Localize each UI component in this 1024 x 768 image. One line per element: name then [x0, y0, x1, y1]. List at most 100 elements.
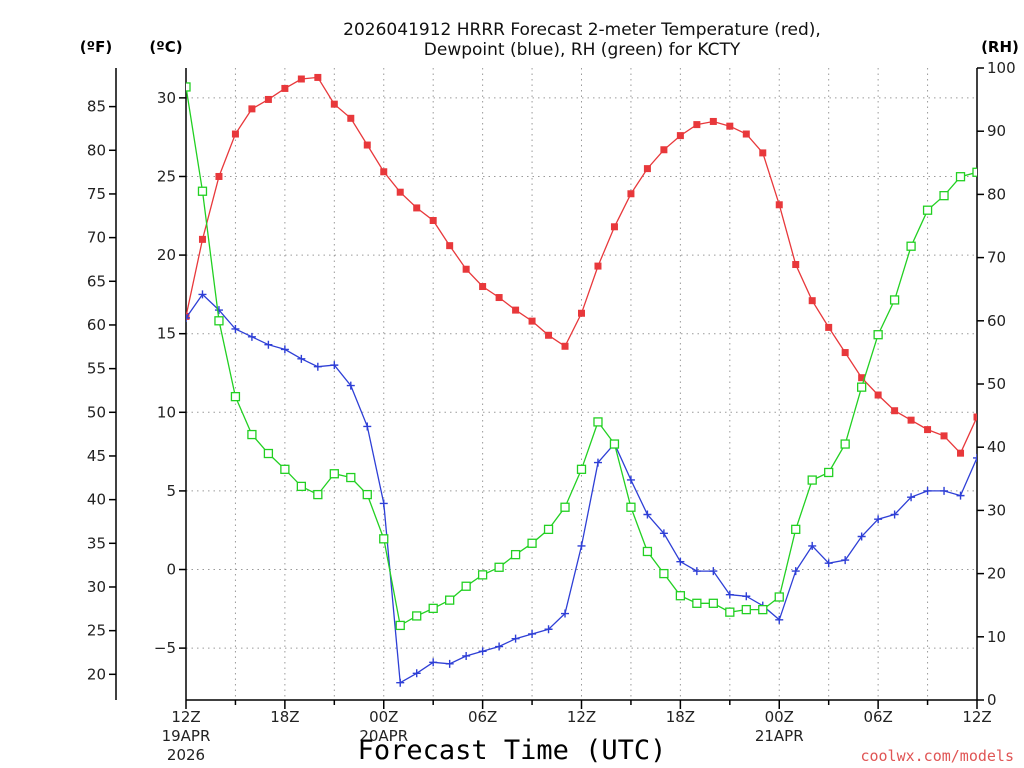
dewpoint-point [264, 340, 273, 349]
time-tick-label: 06Z [863, 708, 892, 726]
celsius-tick-label: 20 [157, 246, 176, 264]
rh-point [428, 603, 438, 614]
fahrenheit-tick-label: 45 [87, 447, 106, 465]
dewpoint-point [857, 532, 866, 541]
dewpoint-point [841, 556, 850, 565]
rh-point [197, 186, 208, 196]
rh-point [824, 467, 834, 478]
2-meter-temperature-point [676, 132, 684, 140]
dewpoint-point [297, 354, 306, 363]
rh-point [626, 502, 636, 512]
rh-point [280, 464, 290, 474]
dewpoint-point [643, 510, 652, 519]
dewpoint-point [379, 499, 388, 508]
2-meter-temperature-point [429, 216, 437, 224]
fahrenheit-tick-label: 35 [87, 534, 106, 552]
celsius-tick-label: −5 [154, 639, 176, 657]
rh-point [939, 191, 949, 201]
2-meter-temperature-point [281, 84, 289, 92]
2-meter-temperature-point [775, 201, 783, 209]
dewpoint-point [445, 659, 454, 668]
dewpoint-point [676, 557, 685, 566]
rh-point [477, 570, 488, 580]
rh-point [346, 472, 356, 483]
2-meter-temperature-point [198, 235, 206, 243]
rh-point [807, 475, 817, 485]
rh-tick-label: 60 [987, 312, 1006, 330]
2-meter-temperature-point [792, 261, 800, 269]
time-tick-label: 12Z [567, 708, 596, 726]
rh-tick-label: 70 [987, 249, 1006, 267]
fahrenheit-tick-label: 40 [87, 491, 106, 509]
rh-point [560, 502, 570, 512]
rh-tick-label: 50 [987, 375, 1006, 393]
2-meter-temperature-point [479, 283, 487, 291]
2-meter-temperature-point [907, 416, 915, 424]
2-meter-temperature-point [330, 100, 338, 108]
dewpoint-point [775, 615, 784, 624]
rh-point [906, 241, 916, 251]
rh-tick-label: 80 [987, 185, 1006, 203]
2-meter-temperature-point [660, 146, 668, 154]
fahrenheit-tick-label: 50 [87, 403, 106, 421]
time-tick-label: 00Z [765, 708, 794, 726]
fahrenheit-tick-label: 80 [87, 141, 106, 159]
rh-point [412, 611, 422, 621]
2-meter-temperature-point [858, 374, 866, 382]
2-meter-temperature-point [841, 349, 849, 357]
time-tick-label: 06Z [468, 708, 497, 726]
dewpoint-point [478, 647, 487, 656]
dewpoint-point [709, 567, 718, 576]
2-meter-temperature-point [742, 130, 750, 138]
rh-point [840, 439, 850, 449]
celsius-tick-label: 0 [166, 561, 176, 579]
dewpoint-point [940, 486, 949, 495]
rh-point [263, 448, 274, 459]
rh-point [856, 382, 867, 392]
2-meter-temperature-point [297, 75, 305, 83]
rh-point [379, 534, 389, 544]
rh-point [527, 538, 537, 548]
dewpoint-point [412, 669, 421, 678]
dewpoint-point [791, 567, 800, 576]
2-meter-temperature-point [693, 121, 701, 129]
chart-title-line2: Dewpoint (blue), RH (green) for KCTY [424, 40, 741, 60]
2-meter-temperature-point [643, 165, 651, 173]
rh-point [247, 429, 257, 440]
2-meter-temperature-point [759, 149, 767, 157]
2-meter-temperature-point [248, 105, 256, 113]
2-meter-temperature-point [578, 309, 585, 317]
2-meter-temperature-point [726, 122, 734, 130]
rh-tick-label: 0 [987, 691, 997, 709]
2-meter-temperature-point [561, 342, 569, 350]
dewpoint-point [659, 529, 668, 538]
rh-point [889, 295, 900, 305]
rh-point [510, 549, 521, 560]
dewpoint-point [956, 491, 965, 500]
dewpoint-point [907, 493, 916, 502]
rh-tick-label: 100 [987, 59, 1016, 77]
fahrenheit-tick-label: 75 [87, 185, 106, 203]
dewpoint-point [346, 381, 355, 390]
fahrenheit-tick-label: 65 [87, 272, 106, 290]
dewpoint-point [495, 642, 504, 651]
2-meter-temperature-point [380, 168, 388, 176]
dewpoint-point [363, 422, 372, 431]
dewpoint-point [231, 324, 240, 333]
dewpoint-point [874, 515, 883, 524]
2-meter-temperature-point [363, 141, 371, 149]
fahrenheit-tick-label: 70 [87, 229, 106, 247]
time-tick-label: 12Z [171, 708, 200, 726]
data-series [186, 73, 977, 687]
dewpoint-point [725, 590, 734, 599]
dewpoint-point [511, 634, 520, 643]
rh-point [774, 592, 784, 602]
dewpoint-series [186, 290, 977, 687]
tick-labels: −5 0 5 10 15 20 25 30 20 25 30 35 40 45 50 55 60 65 70 75 80… [87, 59, 1016, 764]
rh-point [708, 598, 718, 608]
time-tick-label: 18Z [666, 708, 695, 726]
time-tick-label: 12Z [962, 708, 991, 726]
dewpoint-point [890, 510, 899, 519]
celsius-tick-label: 30 [157, 89, 176, 107]
